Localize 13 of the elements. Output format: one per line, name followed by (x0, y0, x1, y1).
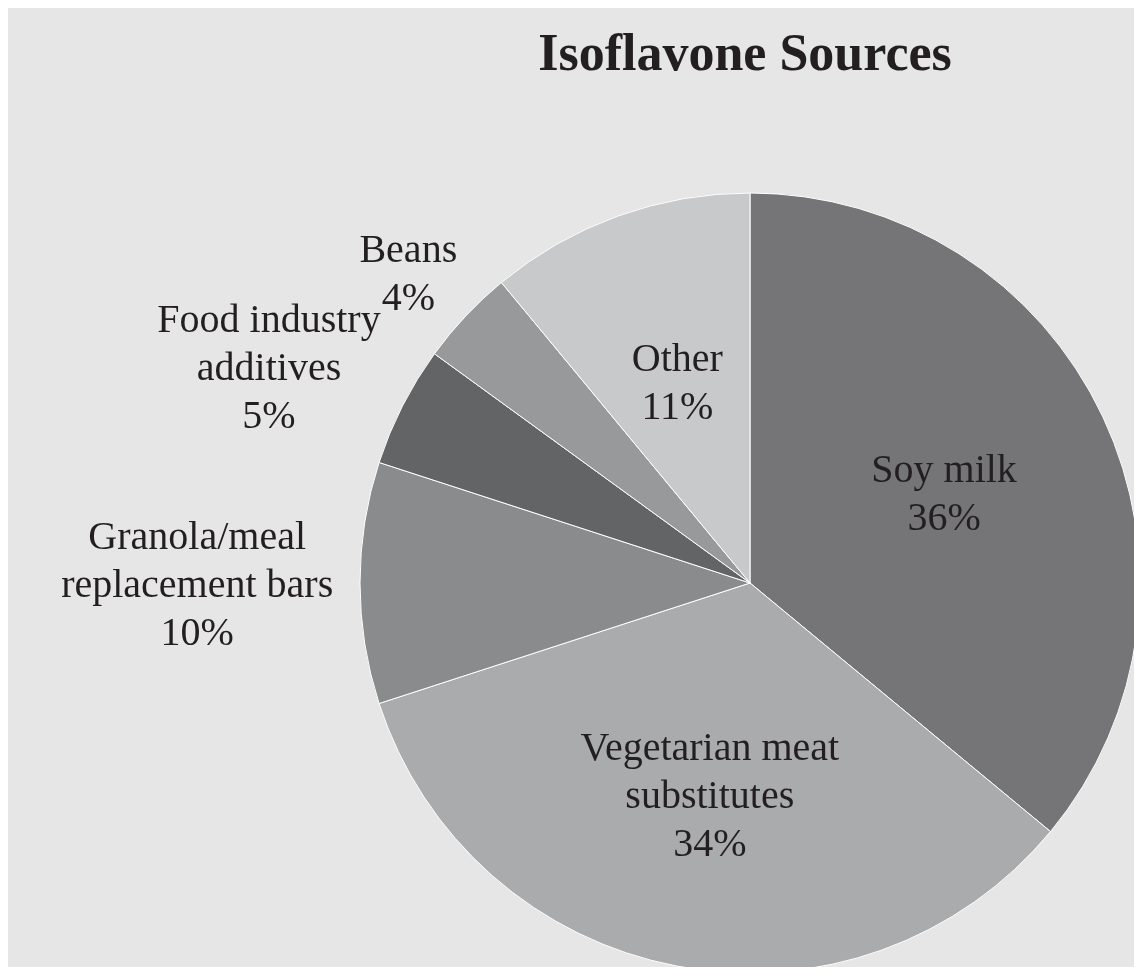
slice-label: Food industry additives (157, 296, 381, 390)
data-label: 11% (641, 383, 714, 429)
slice-label: Other (631, 335, 723, 381)
data-label: 10% (160, 609, 234, 654)
data-label: 34% (673, 819, 747, 865)
chart-title: Isoflavone Sources (538, 24, 952, 81)
data-label: 4% (381, 274, 435, 320)
slice-label: Vegetarian meat substitutes (580, 723, 840, 817)
data-label: 36% (907, 493, 981, 539)
data-label: 5% (242, 392, 296, 438)
slice-label: Beans (359, 226, 458, 272)
slice-label: Granola/meal replacement bars (61, 513, 334, 606)
slice-label: Soy milk (871, 445, 1017, 491)
